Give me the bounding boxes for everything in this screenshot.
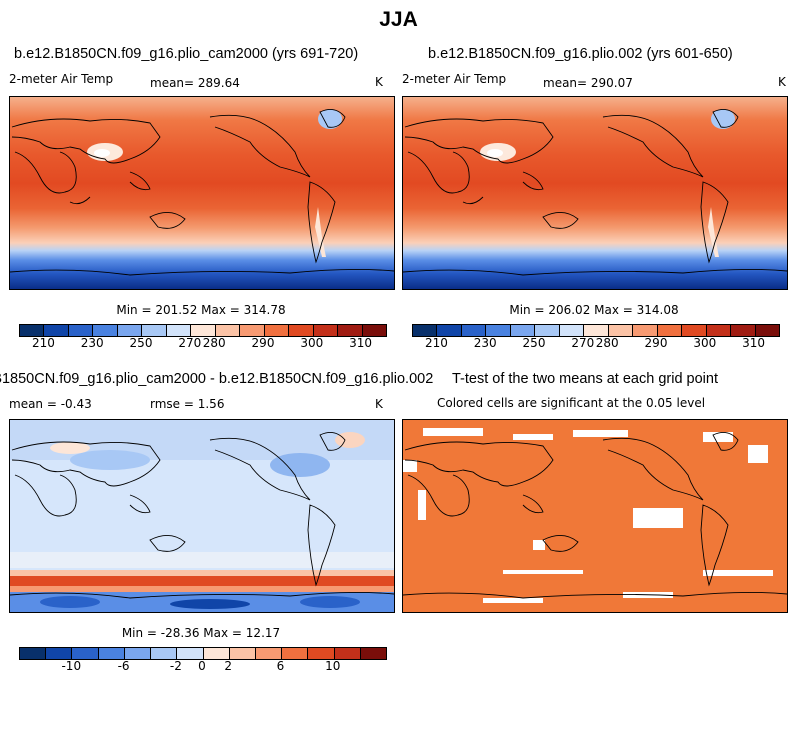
colorbar-swatch (559, 325, 585, 336)
colorbar-swatch (682, 325, 707, 336)
colorbar-swatch (151, 648, 178, 659)
colorbar-swatch (46, 648, 73, 659)
panel2-map (402, 96, 788, 290)
panel4-subtitle: Colored cells are significant at the 0.0… (437, 396, 706, 410)
colorbar-swatch (72, 648, 99, 659)
colorbar-tick-label: 230 (473, 336, 497, 350)
panel1-title: b.e12.B1850CN.f09_g16.plio_cam2000 (yrs … (14, 46, 359, 62)
colorbar-swatch (240, 325, 265, 336)
colorbar-tick-label: 300 (693, 336, 717, 350)
panel3-colorbar (19, 647, 387, 660)
panel3-mean: mean = -0.43 (9, 397, 92, 411)
colorbar-tick-label: 230 (80, 336, 104, 350)
colorbar-swatch (229, 648, 256, 659)
colorbar-swatch (93, 325, 118, 336)
panel2-mean: mean= 290.07 (543, 76, 633, 90)
colorbar-swatch (334, 648, 361, 659)
colorbar-tick-label: 270 (178, 336, 202, 350)
colorbar-swatch (142, 325, 167, 336)
colorbar-swatch (124, 648, 152, 659)
colorbar-tick-label: -2 (169, 659, 182, 673)
panel2-colorbar-ticks: 210 230 250 270 280 290 300 310 (412, 336, 778, 350)
colorbar-swatch (68, 325, 94, 336)
colorbar-tick-label: 250 (129, 336, 153, 350)
colorbar-swatch (731, 325, 756, 336)
panel1-colorbar-ticks: 210 230 250 270 280 290 300 310 (19, 336, 385, 350)
colorbar-tick-label: 270 (571, 336, 595, 350)
colorbar-swatch (657, 325, 683, 336)
colorbar-tick-label: 300 (300, 336, 324, 350)
colorbar-swatch (166, 325, 192, 336)
colorbar-swatch (362, 325, 387, 336)
colorbar-swatch (437, 325, 462, 336)
colorbar-swatch (20, 648, 47, 659)
colorbar-swatch (191, 325, 216, 336)
colorbar-swatch (413, 325, 438, 336)
colorbar-tick-label: 6 (276, 659, 285, 673)
colorbar-tick-label: -6 (117, 659, 130, 673)
colorbar-swatch (282, 648, 309, 659)
colorbar-swatch (117, 325, 143, 336)
panel3-colorbar-ticks: -10 -6 -2 0 2 6 10 (19, 659, 385, 673)
colorbar-tick-label: 2 (224, 659, 232, 673)
panel1-units: K (375, 75, 383, 89)
colorbar-tick-label: 210 (31, 336, 55, 350)
panel2-minmax: Min = 206.02 Max = 314.08 (509, 303, 679, 317)
colorbar-swatch (203, 648, 230, 659)
panel1-mean: mean= 289.64 (150, 76, 240, 90)
panel4-title: T-test of the two means at each grid poi… (452, 371, 718, 387)
colorbar-swatch (338, 325, 363, 336)
panel3-units: K (375, 397, 383, 411)
colorbar-swatch (755, 325, 780, 336)
panel2-colorbar (412, 324, 780, 337)
colorbar-tick-label: 290 (251, 336, 275, 350)
panel2-units: K (778, 75, 786, 89)
colorbar-swatch (486, 325, 511, 336)
colorbar-swatch (215, 325, 241, 336)
colorbar-swatch (510, 325, 536, 336)
colorbar-swatch (706, 325, 732, 336)
colorbar-swatch (584, 325, 609, 336)
colorbar-tick-label: 280 (595, 336, 619, 350)
panel2-title: b.e12.B1850CN.f09_g16.plio.002 (yrs 601-… (428, 46, 733, 62)
page-title: JJA (379, 8, 418, 31)
colorbar-swatch (20, 325, 45, 336)
panel2-variable: 2-meter Air Temp (402, 72, 507, 86)
panel3-map (9, 419, 395, 613)
colorbar-swatch (98, 648, 125, 659)
panel1-colorbar (19, 324, 387, 337)
colorbar-swatch (360, 648, 387, 659)
colorbar-swatch (289, 325, 314, 336)
panel3-title: b.e12.B1850CN.f09_g16.plio_cam2000 - b.e… (0, 371, 434, 387)
colorbar-tick-label: 10 (325, 659, 341, 673)
colorbar-swatch (461, 325, 487, 336)
colorbar-swatch (177, 648, 204, 659)
colorbar-swatch (255, 648, 283, 659)
panel1-map (9, 96, 395, 290)
colorbar-tick-label: 280 (202, 336, 226, 350)
colorbar-tick-label: 250 (522, 336, 546, 350)
colorbar-swatch (608, 325, 634, 336)
colorbar-tick-label: -10 (61, 659, 82, 673)
colorbar-tick-label: 210 (424, 336, 448, 350)
colorbar-tick-label: 0 (198, 659, 206, 673)
colorbar-swatch (633, 325, 658, 336)
colorbar-swatch (308, 648, 335, 659)
panel4-map (402, 419, 788, 613)
colorbar-swatch (313, 325, 339, 336)
colorbar-swatch (264, 325, 290, 336)
colorbar-tick-label: 310 (742, 336, 766, 350)
colorbar-tick-label: 310 (349, 336, 373, 350)
colorbar-swatch (44, 325, 69, 336)
panel3-title-clip: b.e12.B1850CN.f09_g16.plio_cam2000 - b.e… (0, 370, 446, 390)
panel1-variable: 2-meter Air Temp (9, 72, 114, 86)
colorbar-swatch (535, 325, 560, 336)
colorbar-tick-label: 290 (644, 336, 668, 350)
panel3-rmse: rmse = 1.56 (150, 397, 225, 411)
panel3-minmax: Min = -28.36 Max = 12.17 (121, 626, 281, 640)
panel1-minmax: Min = 201.52 Max = 314.78 (116, 303, 286, 317)
